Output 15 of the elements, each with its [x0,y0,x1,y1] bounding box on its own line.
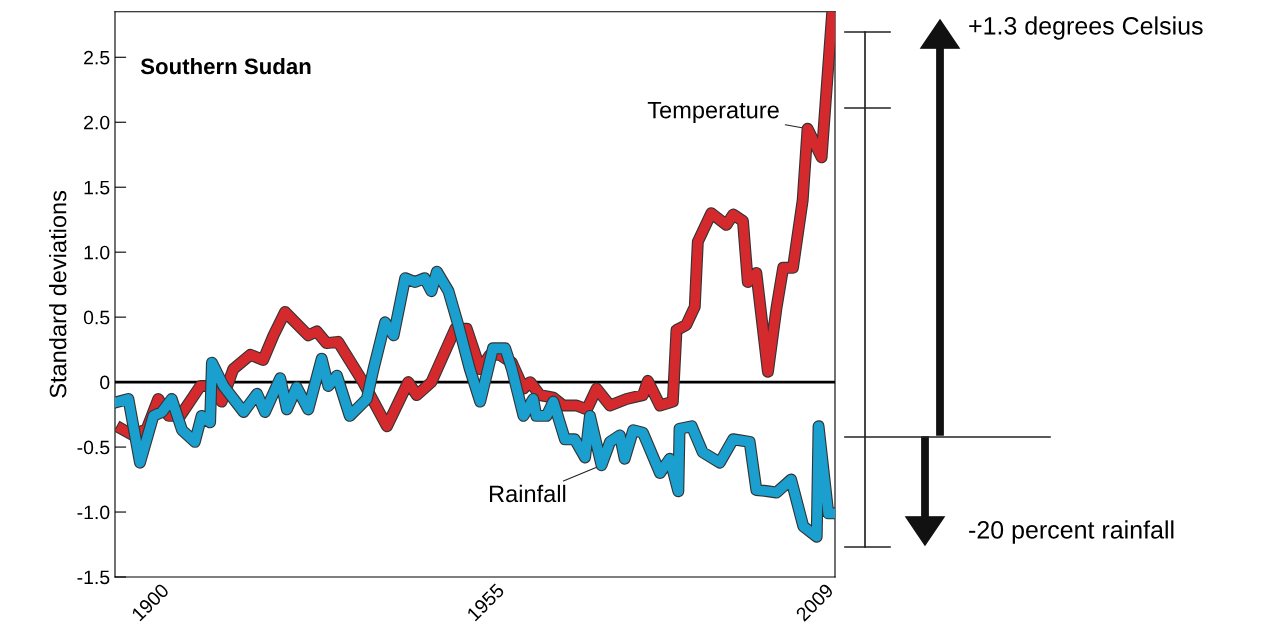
text: -20 percent rainfall [969,520,1174,544]
y-tick-label: 2.5 [84,50,110,65]
y-tick-label: 0 [100,375,110,390]
y-tick-label: 0.5 [83,310,110,325]
y-axis-title: Standard deviations [49,190,67,398]
text: Southern Sudan [140,57,311,75]
y-tick-label: 2.0 [84,115,110,130]
series-label: Temperature [647,101,779,124]
y-tick-label: -1.5 [77,570,110,585]
series-label: Rainfall [489,484,566,503]
y-tick-label: -1.0 [77,505,110,520]
y-tick-label: 1.0 [84,245,110,260]
y-tick-label: 1.5 [84,180,110,195]
y-tick-label: -0.5 [77,440,110,455]
text: +1.3 degrees Celsius [969,16,1203,40]
